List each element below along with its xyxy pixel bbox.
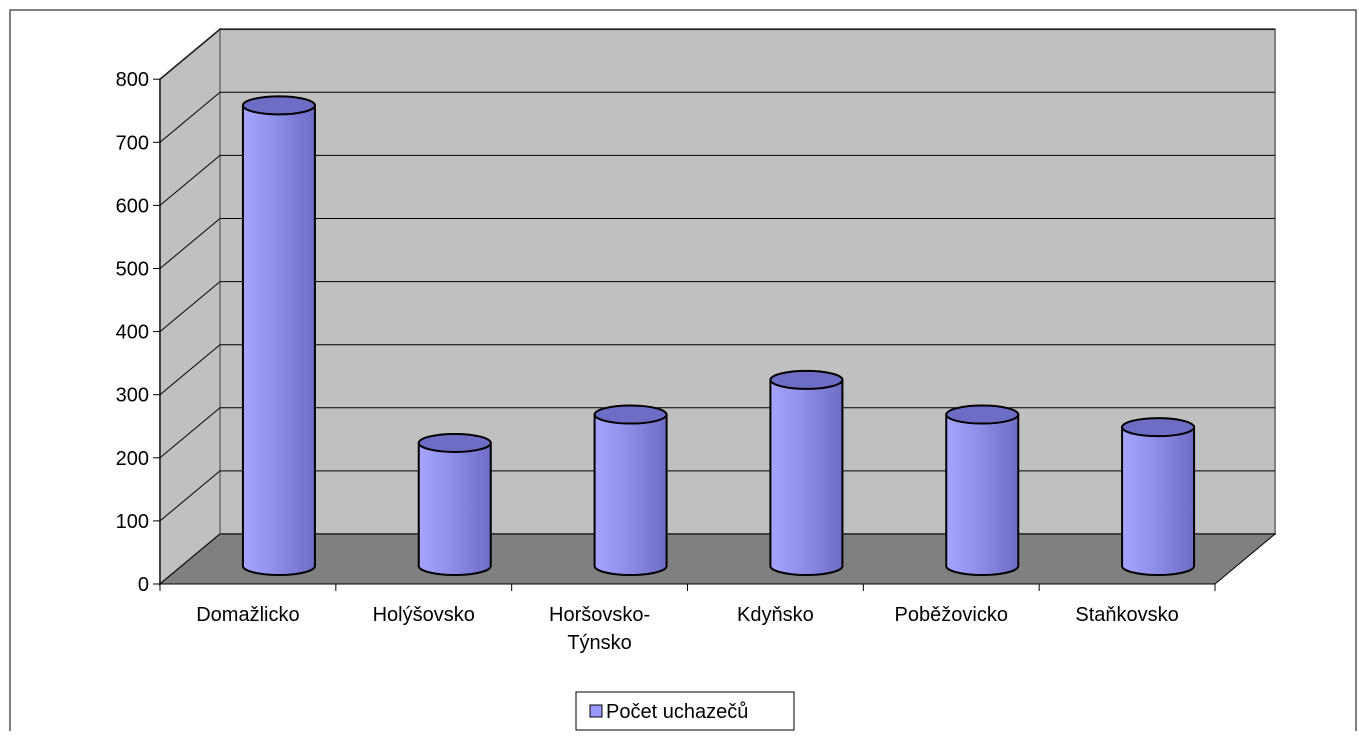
gridline-side — [159, 281, 221, 332]
y-tick-label: 500 — [116, 259, 149, 281]
bar-body — [593, 413, 668, 576]
legend-label: Počet uchazečů — [606, 701, 748, 723]
bar-body — [241, 104, 316, 576]
x-tick-label: Staňkovsko — [1075, 604, 1178, 626]
y-tick-label: 0 — [138, 574, 149, 596]
bar-top — [769, 369, 844, 390]
x-tick-label: Domažlicko — [196, 604, 299, 626]
gridline-side — [159, 155, 221, 206]
bars — [241, 95, 1196, 576]
gridline-side — [159, 407, 221, 459]
bar-top — [593, 404, 668, 425]
bar — [593, 404, 668, 576]
legend-swatch — [589, 704, 603, 718]
y-tick-label: 400 — [116, 322, 149, 344]
x-tick-label: Poběžovicko — [895, 604, 1008, 626]
y-tick-label: 200 — [116, 448, 149, 470]
bar — [769, 369, 844, 576]
bar — [241, 95, 316, 576]
bar-top — [417, 432, 492, 453]
gridline-side — [159, 470, 221, 522]
gridlines — [159, 28, 1275, 522]
y-tick-label: 100 — [116, 511, 149, 533]
floor — [158, 533, 1277, 585]
bar — [1121, 417, 1196, 576]
y-axis: 0 100 200 300 400 500 600 700 800 — [116, 69, 1215, 596]
bar-top — [1121, 417, 1196, 438]
bar-body — [769, 378, 844, 576]
legend-box — [575, 691, 795, 731]
bar-body — [945, 413, 1020, 576]
gridline-side — [159, 344, 221, 396]
x-tick-label: Holýšovsko — [373, 604, 475, 626]
bar — [945, 404, 1020, 576]
gridline-side — [159, 28, 221, 80]
y-tick-label: 700 — [116, 132, 149, 154]
gridline-side — [159, 218, 221, 269]
x-tick-label: Horšovsko-Týnsko — [549, 604, 650, 654]
gridline-side — [159, 91, 221, 143]
bar-body — [417, 441, 492, 576]
bar — [417, 432, 492, 576]
x-axis-labels: Domažlicko Holýšovsko Horšovsko-Týnsko Kdyň… — [159, 584, 1216, 654]
plot-walls — [158, 27, 1277, 587]
x-tick-label: Kdyňsko — [737, 604, 814, 626]
y-tick-label: 800 — [116, 69, 149, 91]
y-tick-label: 300 — [116, 385, 149, 407]
legend: Počet uchazečů — [575, 691, 795, 731]
bar-body — [1121, 426, 1196, 576]
bar-top — [241, 95, 316, 116]
bar-top — [945, 404, 1020, 425]
y-tick-label: 600 — [116, 195, 149, 217]
